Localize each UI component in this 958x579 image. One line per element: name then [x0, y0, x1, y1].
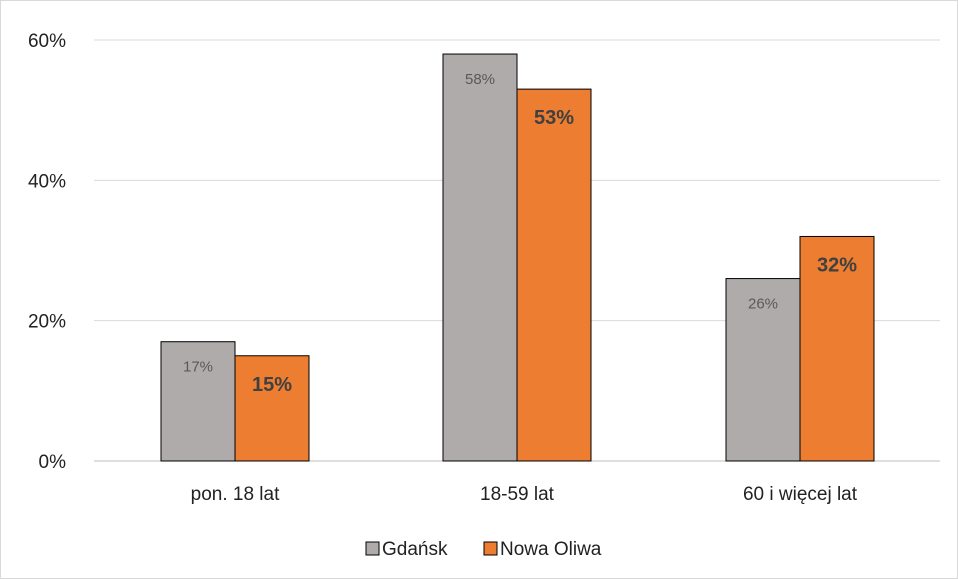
category-label: 18-59 lat: [480, 484, 555, 505]
y-tick-label: 0%: [39, 452, 67, 473]
data-label-nowa-oliwa: 32%: [817, 254, 857, 276]
legend-item-gdansk: Gdańsk: [382, 539, 448, 560]
bar-gdansk: [442, 53, 518, 462]
data-label-gdansk: 17%: [183, 359, 213, 376]
data-label-gdansk: 58%: [465, 71, 495, 88]
y-tick-label: 20%: [28, 312, 66, 333]
y-tick-label: 40%: [28, 171, 66, 192]
bar-nowa-oliwa: [516, 88, 592, 462]
data-label-nowa-oliwa: 15%: [252, 374, 292, 396]
legend-swatch: [365, 541, 380, 556]
bar-gdansk: [160, 341, 236, 462]
category-label: pon. 18 lat: [191, 484, 280, 505]
bar-nowa-oliwa: [234, 355, 310, 462]
bar-nowa-oliwa: [799, 235, 875, 462]
data-label-nowa-oliwa: 53%: [534, 107, 574, 129]
legend-item-nowa-oliwa: Nowa Oliwa: [500, 539, 602, 560]
category-label: 60 i więcej lat: [743, 484, 858, 505]
bar-gdansk: [725, 278, 801, 462]
data-label-gdansk: 26%: [748, 296, 778, 313]
legend-swatch: [483, 541, 498, 556]
y-tick-label: 60%: [28, 31, 66, 52]
